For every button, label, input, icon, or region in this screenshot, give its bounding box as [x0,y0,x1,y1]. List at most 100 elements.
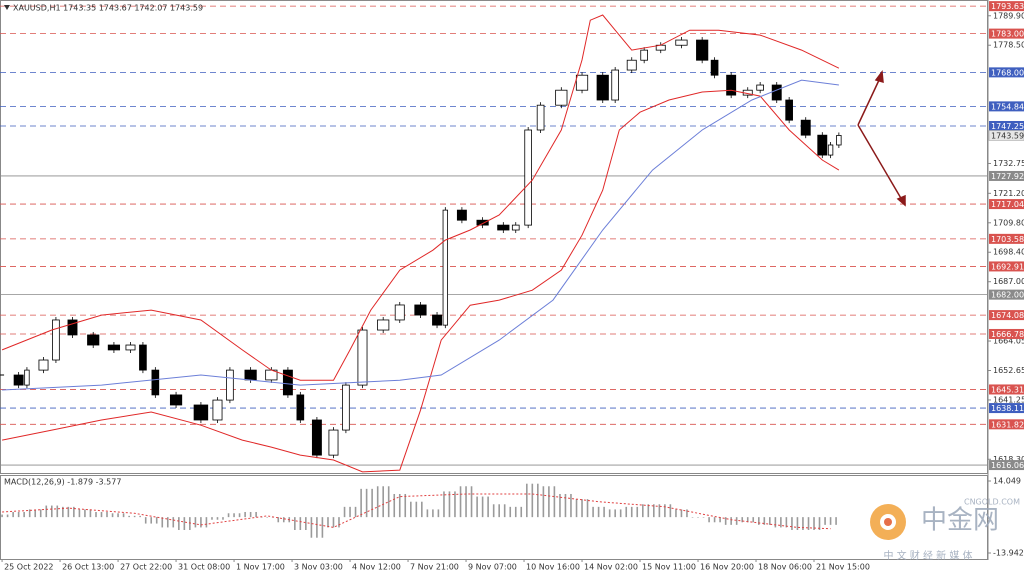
macd-bar [67,506,70,518]
macd-bar [78,509,81,518]
macd-bar [238,513,241,518]
macd-bar [697,517,699,518]
candle [38,359,49,371]
macd-bar [128,515,130,518]
chart-title: XAUUSD,H1 1743.35 1743.67 1742.07 1743.5… [13,4,203,13]
macd-bar [603,506,605,518]
level-label: 1727.92 [991,172,1024,181]
last-price-label: 1743.59 [991,131,1024,140]
macd-bar [39,509,42,518]
macd-bar [669,504,672,518]
level-label: 1692.91 [991,262,1024,271]
macd-bar [454,491,456,518]
macd-bar [713,517,716,523]
last-price-box [988,130,1024,141]
macd-bar [481,496,484,518]
level-label-box [989,328,1024,339]
macd-bar [636,506,639,518]
candle [596,74,609,101]
candle [476,219,489,226]
macd-bar [28,509,31,518]
macd-bar [796,517,799,530]
x-tick-label: 15 Nov 11:00 [642,563,696,572]
level-label: 1793.63 [991,2,1024,11]
y-tick-label: 14.049 [993,477,1021,486]
candle [296,394,305,421]
x-tick-label: 3 Nov 03:00 [294,563,343,572]
level-label: 1703.58 [991,235,1024,244]
macd-bar [813,517,815,530]
candle [555,89,568,106]
level-label: 1674.08 [991,311,1024,320]
candle [575,74,589,91]
candle [756,84,764,91]
macd-bar [244,511,246,518]
macd-bar [23,511,25,518]
macd-bar [835,517,837,525]
macd-bar [216,517,219,520]
x-tick-label: 18 Nov 06:00 [758,563,812,572]
watermark: 中金网 CNGOLD.COM 中 文 财 经 新 媒 体 [870,498,1020,562]
y-tick-label: 1652.65 [993,366,1024,375]
candle [827,144,834,156]
macd-bar [476,496,478,518]
arrow-up [857,77,881,126]
macd-bar [498,504,500,518]
candle [536,104,545,131]
candle [67,319,78,336]
y-tick-label: 1778.50 [993,41,1024,50]
x-tick-label: 14 Nov 02:00 [584,563,638,572]
candle [244,369,257,381]
watermark-site: CNGOLD.COM [964,498,1020,507]
macd-bar [349,506,351,518]
macd-bar [277,517,280,523]
macd-bar [327,517,329,528]
macd-bar [178,517,180,530]
macd-bar [542,486,545,518]
macd-bar [122,513,125,518]
x-tick-label: 10 Nov 16:00 [526,563,580,572]
candle [771,84,782,101]
macd-bar [6,514,9,518]
macd-bar [139,515,141,518]
level-label-box [989,1,1024,12]
macd-bar [785,517,788,528]
macd-bar [680,509,683,518]
macd-bar [62,506,64,518]
macd-bar [465,486,467,518]
x-tick-label: 16 Nov 20:00 [700,563,754,572]
macd-bar [746,517,749,523]
macd-bar [531,483,534,518]
macd-bar [117,513,119,518]
candle [836,135,842,146]
macd-bar [829,517,832,525]
candle [328,429,339,456]
macd-bar [150,517,153,524]
level-label-box [989,261,1024,272]
macd-bar [172,517,175,528]
x-tick-label: 25 Oct 2022 [4,563,53,572]
macd-bar [575,499,578,518]
candle [87,334,100,346]
macd-bar [614,509,616,518]
macd-bar [343,506,346,518]
candle [640,49,648,61]
level-label: 1631.82 [991,420,1024,429]
macd-bar [371,488,373,518]
watermark-brand: 中金网 [921,506,999,536]
candle [212,399,223,421]
macd-bar [719,517,721,523]
x-tick-label: 31 Oct 08:00 [178,563,230,572]
level-label-box [989,460,1024,471]
level-label: 1682.00 [991,291,1024,300]
macd-bar [459,486,462,518]
level-label-box [989,419,1024,430]
candle [311,419,322,456]
level-label-box [989,233,1024,244]
macd-bar [266,517,268,518]
candle [817,134,828,156]
macd-bar [769,517,771,525]
macd-bar [194,517,197,528]
macd-bar [34,509,37,518]
macd-bar [183,517,186,530]
